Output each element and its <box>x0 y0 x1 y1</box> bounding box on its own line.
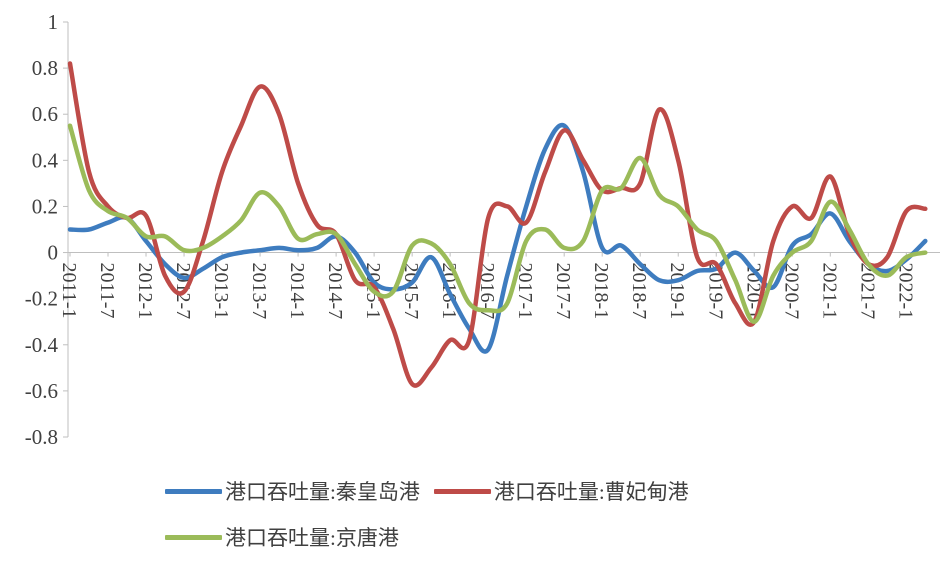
legend-marker-icon <box>165 534 222 540</box>
series-line-1 <box>67 61 928 388</box>
y-axis-label: -0.6 <box>25 379 58 403</box>
x-axis-label: 2011-1 <box>58 263 80 319</box>
x-axis-label: 2020-7 <box>780 263 802 320</box>
legend-marker-icon <box>165 488 222 494</box>
x-axis-label: 2013-1 <box>210 263 232 320</box>
y-axis-label: -0.8 <box>25 425 58 449</box>
x-axis-label: 2021-7 <box>856 263 878 320</box>
x-axis-label: 2017-1 <box>514 263 536 320</box>
x-axis-label: 2017-7 <box>552 263 574 320</box>
x-axis-label: 2022-1 <box>894 263 916 320</box>
y-axis-label: 1 <box>48 10 59 34</box>
legend-label: 港口吞吐量:曹妃甸港 <box>493 480 689 504</box>
series-line-2 <box>67 123 928 324</box>
x-axis-label: 2012-1 <box>134 263 156 320</box>
legend-label: 港口吞吐量:秦皇岛港 <box>225 480 420 504</box>
y-axis-label: 0.4 <box>32 148 59 172</box>
x-axis-label: 2018-1 <box>590 263 612 320</box>
y-axis-label: 0 <box>48 241 59 265</box>
legend: 港口吞吐量:秦皇岛港 港口吞吐量:曹妃甸港港口吞吐量:京唐港 <box>165 476 948 552</box>
x-axis-label: 2016-7 <box>476 263 498 320</box>
legend-marker-icon <box>433 488 491 494</box>
y-axis-label: -0.4 <box>25 333 59 357</box>
y-axis-label: 0.2 <box>32 194 58 218</box>
x-axis-label: 2013-7 <box>248 263 270 320</box>
x-axis-label: 2019-1 <box>666 263 688 320</box>
x-axis-label: 2014-1 <box>286 263 308 320</box>
x-axis-label: 2021-1 <box>818 263 840 320</box>
chart-canvas: 1 0.8 0.6 0.4 0.2 0 -0.2 -0.4 -0.6 -0.8 2011-1 2011… <box>25 10 940 449</box>
y-axis-label: 0.6 <box>32 102 58 126</box>
x-axis-label: 2011-7 <box>96 263 118 319</box>
x-axis-label: 2018-7 <box>628 263 650 320</box>
legend-label: 港口吞吐量:京唐港 <box>225 526 399 550</box>
x-axis-label: 2014-7 <box>324 263 346 320</box>
legend-item-1: 港口吞吐量:曹妃甸港 <box>433 476 689 506</box>
legend-item-0: 港口吞吐量:秦皇岛港 <box>165 476 420 506</box>
legend-item-2: 港口吞吐量:京唐港 <box>165 522 420 552</box>
y-axis-label: 0.8 <box>32 56 58 80</box>
y-axis-label: -0.2 <box>25 287 58 311</box>
